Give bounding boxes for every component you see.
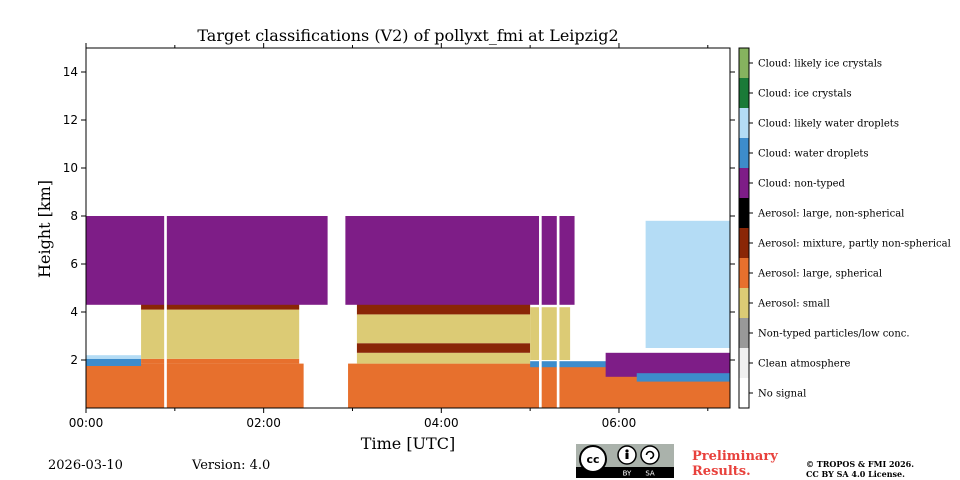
class-region-16 xyxy=(530,361,611,368)
x-tick-label-0: 00:00 xyxy=(69,416,104,430)
plot-frame xyxy=(85,47,731,409)
class-region-20 xyxy=(645,220,730,348)
legend-label-6: Aerosol: large, non-spherical xyxy=(757,209,904,220)
chart-title: Target classifications (V2) of pollyxt_f… xyxy=(197,26,618,45)
colorbar-swatch-6 xyxy=(739,198,749,228)
class-region-15 xyxy=(530,307,571,360)
legend-label-3: Aerosol: small xyxy=(757,299,830,310)
copyright-notice: © TROPOS & FMI 2026. CC BY SA 4.0 Licens… xyxy=(806,459,914,479)
colorbar-swatch-1 xyxy=(739,348,749,378)
class-region-0 xyxy=(86,363,304,408)
x-tick-label-2: 04:00 xyxy=(424,416,459,430)
colorbar-swatch-0 xyxy=(739,378,749,408)
colorbar-swatch-9 xyxy=(739,108,749,138)
y-tick-label-4: 10 xyxy=(63,161,78,175)
legend-label-7: Cloud: non-typed xyxy=(758,179,846,190)
legend-label-11: Cloud: likely ice crystals xyxy=(758,59,882,70)
x-axis-label: Time [UTC] xyxy=(361,434,455,453)
copyright-line-1: © TROPOS & FMI 2026. xyxy=(806,459,915,469)
x-tick-label-1: 02:00 xyxy=(246,416,281,430)
no-signal-gap-0 xyxy=(327,48,346,408)
colorbar-swatch-5 xyxy=(739,228,749,258)
by-text: BY xyxy=(623,470,632,478)
colorbar-swatch-3 xyxy=(739,288,749,318)
cc-text: cc xyxy=(586,453,599,466)
y-tick-label-1: 4 xyxy=(70,305,78,319)
class-region-4 xyxy=(141,358,300,364)
y-axis-label: Height [km] xyxy=(35,180,54,278)
class-region-9 xyxy=(356,352,531,364)
legend-label-2: Non-typed particles/low conc. xyxy=(758,329,910,340)
legend-label-9: Cloud: likely water droplets xyxy=(758,119,899,130)
class-region-10 xyxy=(356,343,531,353)
cc-by-sa-icon: cc BY SA xyxy=(576,444,674,478)
legend-label-4: Aerosol: large, spherical xyxy=(757,269,882,280)
preliminary-results-label: Preliminary Results. xyxy=(692,449,778,479)
colorbar-swatch-2 xyxy=(739,318,749,348)
legend-label-1: Clean atmosphere xyxy=(758,359,851,370)
no-signal-gap-2 xyxy=(539,48,542,408)
class-region-18 xyxy=(636,373,730,382)
date-label: 2026-03-10 xyxy=(48,458,123,473)
plot-area xyxy=(86,48,730,408)
preliminary-line-2: Results. xyxy=(692,464,751,479)
version-label: Version: 4.0 xyxy=(192,458,271,473)
colorbar-legend: No signal Clean atmosphere Non-typed parti… xyxy=(738,47,951,409)
colorbar-swatch-7 xyxy=(739,168,749,198)
preliminary-line-1: Preliminary xyxy=(692,449,778,464)
y-tick-label-0: 2 xyxy=(70,353,78,367)
colorbar-frame xyxy=(738,47,750,409)
no-signal-gap-1 xyxy=(164,48,167,408)
class-region-17 xyxy=(605,352,730,377)
y-tick-label-6: 14 xyxy=(63,65,78,79)
y-tick-label-3: 8 xyxy=(70,209,78,223)
y-tick-label-5: 12 xyxy=(63,113,78,127)
colorbar-swatch-8 xyxy=(739,138,749,168)
x-tick-label-3: 06:00 xyxy=(602,416,637,430)
legend-label-5: Aerosol: mixture, partly non-spherical xyxy=(757,239,951,250)
axes: 00:00 02:00 04:00 06:00 2 4 6 8 10 12 14 xyxy=(63,43,735,430)
no-signal-gap-3 xyxy=(556,48,560,408)
colorbar-swatch-4 xyxy=(739,258,749,288)
legend-label-8: Cloud: water droplets xyxy=(758,149,869,160)
copyright-line-2: CC BY SA 4.0 License. xyxy=(806,469,905,479)
legend-label-0: No signal xyxy=(758,389,806,400)
y-tick-label-2: 6 xyxy=(70,257,78,271)
legend-label-10: Cloud: ice crystals xyxy=(758,89,852,100)
colorbar-swatch-10 xyxy=(739,78,749,108)
class-region-5 xyxy=(141,309,300,359)
sa-text: SA xyxy=(645,470,655,478)
colorbar-swatch-11 xyxy=(739,48,749,78)
class-region-3 xyxy=(86,355,142,359)
class-region-11 xyxy=(356,314,531,344)
class-region-2 xyxy=(86,358,142,366)
